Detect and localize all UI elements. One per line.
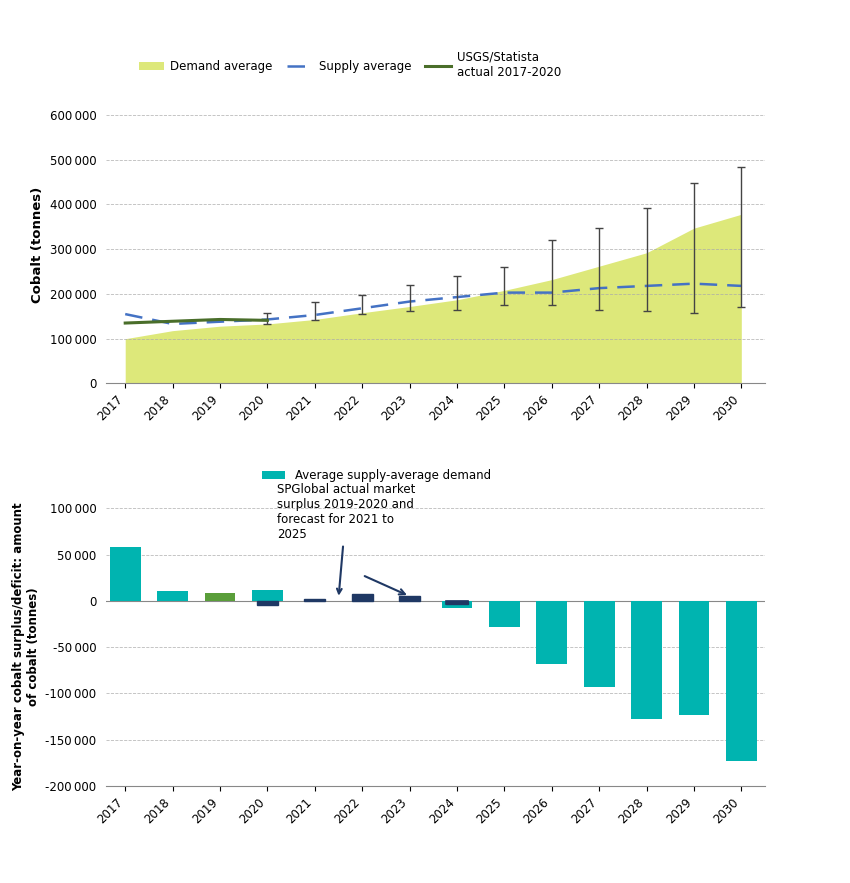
Supply average <box>594 283 604 293</box>
Bar <box>110 547 140 600</box>
Supply average <box>688 278 699 289</box>
Supply average <box>357 303 367 313</box>
Bar <box>252 590 283 600</box>
Supply average <box>167 319 178 329</box>
Bar <box>441 600 473 608</box>
Bar <box>304 599 326 600</box>
USGS/Statista
actual 2017-2020 <box>263 315 273 326</box>
Bar <box>631 600 662 720</box>
Bar <box>205 593 235 600</box>
Bar <box>536 600 567 664</box>
Supply average <box>452 291 462 302</box>
Bar <box>352 594 373 600</box>
Bar <box>446 600 468 604</box>
Supply average <box>309 310 320 321</box>
Text: SPGlobal actual market
surplus 2019-2020 and
forecast for 2021 to
2025: SPGlobal actual market surplus 2019-2020… <box>277 483 416 593</box>
USGS/Statista
actual 2017-2020 <box>167 316 178 327</box>
Legend: Average supply-average demand: Average supply-average demand <box>257 464 496 487</box>
Supply average <box>120 309 130 320</box>
Y-axis label: Cobalt (tonnes): Cobalt (tonnes) <box>31 186 44 303</box>
Bar <box>399 596 420 600</box>
Supply average <box>499 287 509 298</box>
Line: USGS/Statista
actual 2017-2020: USGS/Statista actual 2017-2020 <box>125 320 268 323</box>
Supply average <box>642 281 652 291</box>
Legend: Demand average, Supply average, USGS/Statista
actual 2017-2020: Demand average, Supply average, USGS/Sta… <box>139 51 562 79</box>
Supply average <box>263 314 273 325</box>
Bar <box>584 600 615 687</box>
Supply average <box>215 316 225 327</box>
USGS/Statista
actual 2017-2020 <box>120 318 130 328</box>
Bar <box>257 600 278 606</box>
USGS/Statista
actual 2017-2020 <box>215 314 225 325</box>
Bar <box>489 600 519 627</box>
Supply average <box>405 297 415 307</box>
Y-axis label: Year-on-year cobalt surplus/deficit: amount
of cobalt (tonnes): Year-on-year cobalt surplus/deficit: amo… <box>12 502 40 791</box>
Supply average <box>547 287 557 298</box>
Bar <box>726 600 756 761</box>
Bar <box>446 600 468 604</box>
Line: Supply average: Supply average <box>125 283 741 324</box>
Supply average <box>736 281 746 291</box>
Bar <box>678 600 709 714</box>
Bar <box>157 591 188 600</box>
